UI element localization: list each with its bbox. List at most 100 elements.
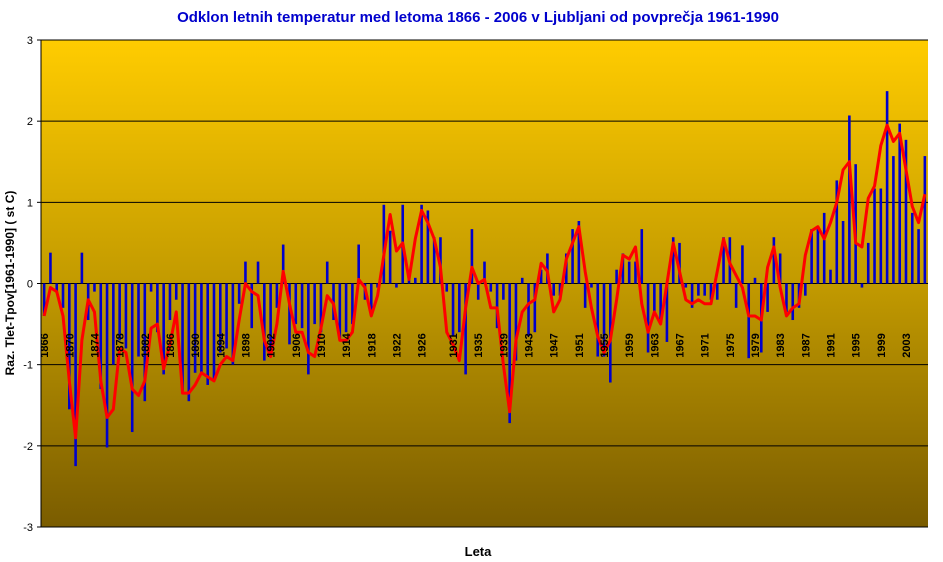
x-tick-label: 1951 xyxy=(574,333,586,357)
bar xyxy=(866,242,870,284)
bar xyxy=(483,261,486,284)
bar xyxy=(288,283,291,345)
bar xyxy=(105,283,109,448)
bar xyxy=(552,283,555,296)
bar xyxy=(810,229,813,284)
bar xyxy=(162,283,165,375)
bar xyxy=(74,283,77,467)
bar xyxy=(571,229,574,284)
bar xyxy=(193,283,197,373)
bar xyxy=(690,283,694,308)
bar xyxy=(319,283,323,333)
bar xyxy=(420,204,423,284)
bar xyxy=(860,283,864,288)
bar xyxy=(822,212,826,284)
bar xyxy=(325,261,329,284)
bar xyxy=(61,283,65,308)
bar xyxy=(904,139,908,284)
x-tick-label: 1922 xyxy=(391,333,403,357)
chart-title: Odklon letnih temperatur med letoma 1866… xyxy=(177,9,779,26)
bar xyxy=(653,283,656,312)
x-tick-label: 1975 xyxy=(725,333,737,357)
bar xyxy=(508,283,511,424)
bar xyxy=(307,283,310,375)
x-tick-label: 1947 xyxy=(549,333,561,357)
bar xyxy=(357,244,360,284)
bar xyxy=(338,283,342,341)
bar xyxy=(678,242,681,284)
bar xyxy=(778,253,782,284)
bar xyxy=(80,252,84,284)
bar xyxy=(879,188,883,284)
bar xyxy=(476,283,480,300)
bar xyxy=(300,283,304,329)
bar xyxy=(263,283,266,361)
bar xyxy=(244,261,247,284)
bar xyxy=(590,283,593,288)
bar xyxy=(445,283,449,292)
bar xyxy=(187,283,191,402)
bar xyxy=(351,283,354,325)
bar xyxy=(99,283,103,390)
bar xyxy=(458,283,461,333)
bar xyxy=(414,277,417,284)
x-tick-label: 1870 xyxy=(64,333,76,357)
bar xyxy=(785,283,788,312)
bar xyxy=(722,237,725,284)
x-axis-label: Leta xyxy=(465,544,493,559)
bar xyxy=(200,283,203,373)
bar xyxy=(502,283,505,300)
x-tick-label: 2003 xyxy=(901,333,913,357)
bar xyxy=(118,283,121,341)
bar xyxy=(231,283,235,365)
x-tick-label: 1971 xyxy=(700,333,712,357)
bar xyxy=(432,237,436,284)
bar xyxy=(804,283,807,296)
bar xyxy=(269,283,272,353)
bar xyxy=(489,283,493,292)
x-tick-label: 1866 xyxy=(39,333,51,357)
bar xyxy=(55,283,59,292)
x-tick-label: 1963 xyxy=(649,333,661,357)
bar xyxy=(684,283,688,288)
x-tick-label: 1918 xyxy=(366,333,378,357)
x-tick-label: 1943 xyxy=(524,333,536,357)
bar xyxy=(156,283,159,333)
bar xyxy=(665,283,669,342)
y-tick-label: 0 xyxy=(27,279,33,291)
bar xyxy=(181,283,184,391)
bar xyxy=(583,283,587,308)
bar xyxy=(382,204,386,284)
bar xyxy=(250,283,254,329)
x-tick-label: 1999 xyxy=(876,333,888,357)
bar xyxy=(577,221,581,284)
bar xyxy=(848,115,851,284)
y-tick-label: 1 xyxy=(27,197,33,209)
bar xyxy=(124,283,128,349)
x-tick-label: 1906 xyxy=(291,333,303,357)
x-tick-label: 1955 xyxy=(599,333,611,357)
bar xyxy=(816,229,820,284)
bar xyxy=(275,283,279,308)
bar xyxy=(313,283,316,325)
bar xyxy=(143,283,147,402)
bar xyxy=(388,230,392,284)
bar xyxy=(470,229,474,284)
x-tick-label: 1882 xyxy=(140,333,152,357)
x-tick-label: 1991 xyxy=(825,333,837,357)
bar xyxy=(596,283,600,357)
x-tick-label: 1898 xyxy=(240,333,252,357)
bar xyxy=(898,123,901,284)
bar xyxy=(747,283,751,359)
y-axis-label: Raz. Tlet-Tpov[1961-1990] ( st C) xyxy=(3,191,17,376)
x-tick-label: 1939 xyxy=(498,333,510,357)
x-tick-label: 1894 xyxy=(215,332,227,357)
bar xyxy=(137,283,140,357)
bar xyxy=(873,188,876,284)
bar xyxy=(709,283,713,300)
bar xyxy=(910,212,914,284)
bar xyxy=(395,283,398,288)
bar xyxy=(627,261,631,284)
x-tick-label: 1967 xyxy=(675,333,687,357)
bar xyxy=(42,283,46,316)
